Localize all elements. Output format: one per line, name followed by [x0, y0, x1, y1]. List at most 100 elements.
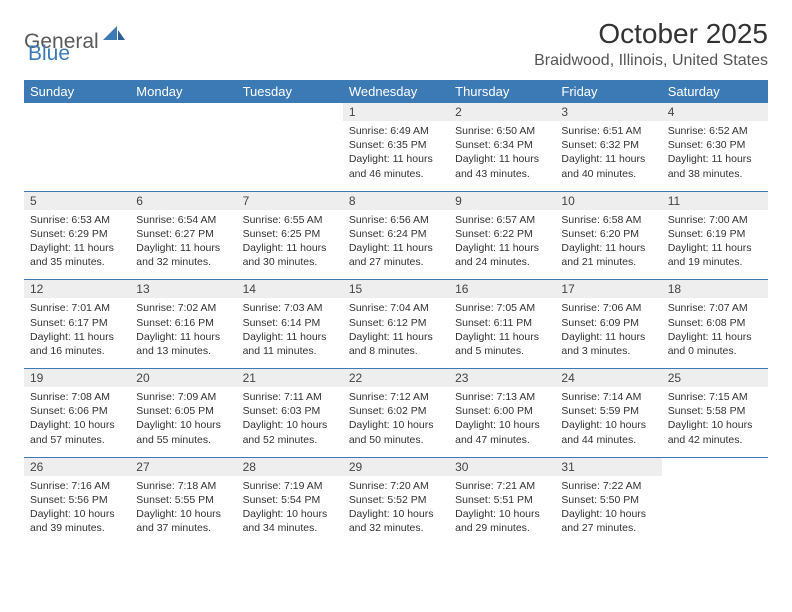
day-detail-cell: Sunrise: 7:21 AMSunset: 5:51 PMDaylight:…: [449, 476, 555, 546]
sunrise-line: Sunrise: 7:02 AM: [136, 301, 230, 315]
calendar-table: Sunday Monday Tuesday Wednesday Thursday…: [24, 80, 768, 545]
sunrise-line: Sunrise: 7:13 AM: [455, 390, 549, 404]
day-detail-cell: Sunrise: 7:13 AMSunset: 6:00 PMDaylight:…: [449, 387, 555, 457]
day-detail-cell: Sunrise: 7:18 AMSunset: 5:55 PMDaylight:…: [130, 476, 236, 546]
day-number-cell: 9: [449, 192, 555, 210]
location-text: Braidwood, Illinois, United States: [534, 52, 768, 70]
daylight-line1: Daylight: 11 hours: [561, 330, 655, 344]
sunrise-line: Sunrise: 6:57 AM: [455, 213, 549, 227]
daylight-line1: Daylight: 10 hours: [561, 507, 655, 521]
sunrise-line: Sunrise: 7:03 AM: [243, 301, 337, 315]
day-detail-cell: [24, 121, 130, 191]
day-number-cell: 28: [237, 458, 343, 476]
sunset-line: Sunset: 6:16 PM: [136, 316, 230, 330]
daylight-line2: and 27 minutes.: [561, 521, 655, 535]
day-number-cell: 1: [343, 103, 449, 121]
daylight-line1: Daylight: 11 hours: [668, 241, 762, 255]
day-number-cell: 3: [555, 103, 661, 121]
day-detail-cell: [130, 121, 236, 191]
sunset-line: Sunset: 6:32 PM: [561, 138, 655, 152]
day-number-cell: 11: [662, 192, 768, 210]
daylight-line2: and 21 minutes.: [561, 255, 655, 269]
sunset-line: Sunset: 5:54 PM: [243, 493, 337, 507]
daylight-line2: and 8 minutes.: [349, 344, 443, 358]
sunrise-line: Sunrise: 7:05 AM: [455, 301, 549, 315]
sunrise-line: Sunrise: 6:54 AM: [136, 213, 230, 227]
day-number-cell: [662, 458, 768, 476]
header: General October 2025 Braidwood, Illinois…: [24, 18, 768, 70]
sunset-line: Sunset: 6:11 PM: [455, 316, 549, 330]
daylight-line2: and 34 minutes.: [243, 521, 337, 535]
daynum-row: 567891011: [24, 192, 768, 210]
daylight-line1: Daylight: 11 hours: [455, 241, 549, 255]
day-detail-cell: Sunrise: 7:05 AMSunset: 6:11 PMDaylight:…: [449, 298, 555, 368]
day-detail-cell: Sunrise: 7:09 AMSunset: 6:05 PMDaylight:…: [130, 387, 236, 457]
daynum-row: 19202122232425: [24, 369, 768, 387]
sunset-line: Sunset: 5:56 PM: [30, 493, 124, 507]
sunset-line: Sunset: 6:29 PM: [30, 227, 124, 241]
day-number-cell: 26: [24, 458, 130, 476]
sunrise-line: Sunrise: 7:12 AM: [349, 390, 443, 404]
daylight-line1: Daylight: 11 hours: [30, 241, 124, 255]
sunrise-line: Sunrise: 6:53 AM: [30, 213, 124, 227]
day-number-cell: 25: [662, 369, 768, 387]
day-detail-cell: Sunrise: 7:07 AMSunset: 6:08 PMDaylight:…: [662, 298, 768, 368]
daylight-line2: and 44 minutes.: [561, 433, 655, 447]
daylight-line2: and 47 minutes.: [455, 433, 549, 447]
daylight-line1: Daylight: 10 hours: [30, 418, 124, 432]
day-number-cell: 19: [24, 369, 130, 387]
day-detail-cell: Sunrise: 6:58 AMSunset: 6:20 PMDaylight:…: [555, 210, 661, 280]
day-detail-cell: Sunrise: 7:11 AMSunset: 6:03 PMDaylight:…: [237, 387, 343, 457]
sunrise-line: Sunrise: 6:56 AM: [349, 213, 443, 227]
day-detail-cell: Sunrise: 7:12 AMSunset: 6:02 PMDaylight:…: [343, 387, 449, 457]
sunset-line: Sunset: 6:34 PM: [455, 138, 549, 152]
daylight-line1: Daylight: 10 hours: [455, 418, 549, 432]
sunset-line: Sunset: 6:06 PM: [30, 404, 124, 418]
daylight-line2: and 16 minutes.: [30, 344, 124, 358]
day-number-cell: 7: [237, 192, 343, 210]
day-detail-cell: Sunrise: 7:22 AMSunset: 5:50 PMDaylight:…: [555, 476, 661, 546]
day-number-cell: 27: [130, 458, 236, 476]
detail-row: Sunrise: 7:01 AMSunset: 6:17 PMDaylight:…: [24, 298, 768, 368]
day-detail-cell: [662, 476, 768, 546]
daylight-line1: Daylight: 11 hours: [455, 330, 549, 344]
day-detail-cell: Sunrise: 6:55 AMSunset: 6:25 PMDaylight:…: [237, 210, 343, 280]
sunset-line: Sunset: 6:25 PM: [243, 227, 337, 241]
daylight-line1: Daylight: 11 hours: [668, 330, 762, 344]
day-detail-cell: Sunrise: 7:19 AMSunset: 5:54 PMDaylight:…: [237, 476, 343, 546]
sunset-line: Sunset: 6:08 PM: [668, 316, 762, 330]
daylight-line1: Daylight: 10 hours: [136, 507, 230, 521]
day-number-cell: 4: [662, 103, 768, 121]
day-detail-cell: Sunrise: 7:20 AMSunset: 5:52 PMDaylight:…: [343, 476, 449, 546]
sunrise-line: Sunrise: 7:15 AM: [668, 390, 762, 404]
sunset-line: Sunset: 6:19 PM: [668, 227, 762, 241]
sunset-line: Sunset: 6:17 PM: [30, 316, 124, 330]
day-number-cell: 22: [343, 369, 449, 387]
sunrise-line: Sunrise: 6:50 AM: [455, 124, 549, 138]
daylight-line1: Daylight: 10 hours: [561, 418, 655, 432]
calendar-page: General October 2025 Braidwood, Illinois…: [0, 0, 792, 563]
day-detail-cell: [237, 121, 343, 191]
brand-part2-wrap: Blue: [28, 42, 70, 66]
daylight-line1: Daylight: 11 hours: [30, 330, 124, 344]
daylight-line1: Daylight: 10 hours: [455, 507, 549, 521]
sunrise-line: Sunrise: 7:01 AM: [30, 301, 124, 315]
day-number-cell: 6: [130, 192, 236, 210]
daylight-line2: and 24 minutes.: [455, 255, 549, 269]
daynum-row: 262728293031: [24, 458, 768, 476]
calendar-body: 1234Sunrise: 6:49 AMSunset: 6:35 PMDayli…: [24, 103, 768, 545]
dayhead-mon: Monday: [130, 80, 236, 103]
daylight-line2: and 27 minutes.: [349, 255, 443, 269]
daylight-line1: Daylight: 11 hours: [136, 330, 230, 344]
daylight-line2: and 39 minutes.: [30, 521, 124, 535]
daylight-line2: and 32 minutes.: [136, 255, 230, 269]
sunrise-line: Sunrise: 7:18 AM: [136, 479, 230, 493]
dayhead-sat: Saturday: [662, 80, 768, 103]
day-number-cell: 29: [343, 458, 449, 476]
sunrise-line: Sunrise: 7:14 AM: [561, 390, 655, 404]
daylight-line2: and 42 minutes.: [668, 433, 762, 447]
daylight-line2: and 3 minutes.: [561, 344, 655, 358]
detail-row: Sunrise: 6:53 AMSunset: 6:29 PMDaylight:…: [24, 210, 768, 280]
dayhead-thu: Thursday: [449, 80, 555, 103]
day-number-cell: 18: [662, 280, 768, 298]
